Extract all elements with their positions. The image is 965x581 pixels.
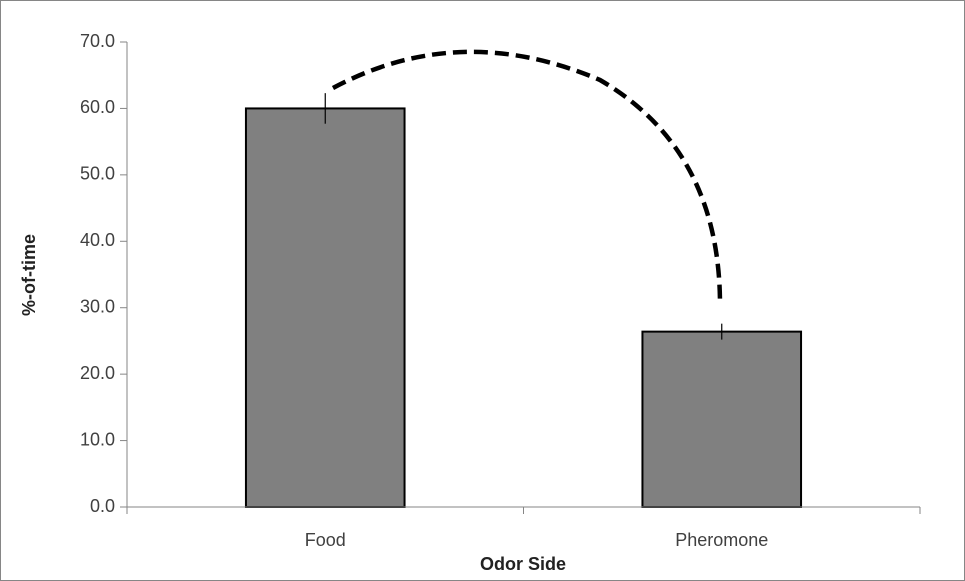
comparison-arc [331, 49, 723, 306]
x-tick-label: Food [305, 530, 346, 550]
y-tick-label: 30.0 [80, 296, 115, 316]
y-tick-label: 40.0 [80, 230, 115, 250]
y-tick-label: 0.0 [90, 496, 115, 516]
y-tick-label: 10.0 [80, 429, 115, 449]
x-tick-label: Pheromone [675, 530, 768, 550]
y-axis-title: %-of-time [19, 234, 39, 316]
bar [244, 107, 406, 509]
y-tick-label: 20.0 [80, 363, 115, 383]
bar [641, 330, 803, 508]
y-tick-label: 70.0 [80, 31, 115, 51]
y-tick-label: 50.0 [80, 164, 115, 184]
x-axis-title: Odor Side [480, 554, 566, 574]
y-tick-label: 60.0 [80, 97, 115, 117]
